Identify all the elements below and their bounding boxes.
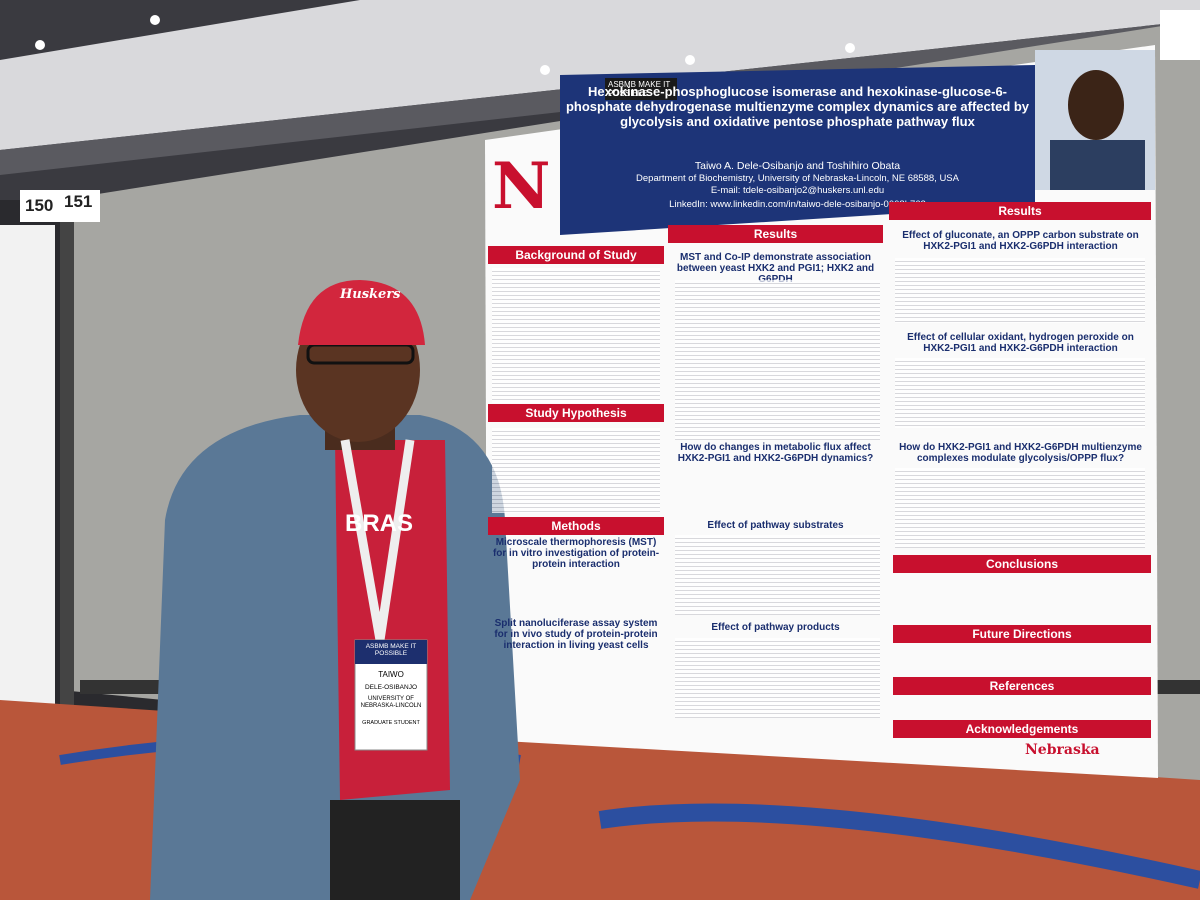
trousers: [330, 800, 460, 900]
shirt-text: BRAS: [345, 510, 414, 537]
light: [685, 55, 695, 65]
badge-role: GRADUATE STUDENT: [362, 720, 420, 726]
subheading: Effect of pathway products: [711, 622, 840, 633]
subheading: How do HXK2-PGI1 and HXK2-G6PDH multienz…: [899, 442, 1142, 464]
text-block: [492, 268, 660, 403]
badge-last-name: DELE-OSIBANJO: [364, 684, 417, 691]
author-face: [1068, 70, 1124, 140]
carpet-pattern: [598, 803, 1200, 889]
section-header: Conclusions: [893, 555, 1151, 573]
booth-number: 151: [64, 192, 93, 211]
email: E-mail: tdele-osibanjo2@huskers.unl.edu: [710, 185, 885, 196]
figure: [492, 428, 660, 513]
section-header: References: [893, 677, 1151, 695]
subheading: MST and Co-IP demonstrate association be…: [676, 252, 875, 285]
author-suit: [1050, 140, 1145, 190]
title-band: [560, 65, 1035, 235]
figure: [675, 535, 880, 615]
light: [540, 65, 550, 75]
footer-logo: Nebraska: [1025, 742, 1100, 758]
subheading: Microscale thermophoresis (MST) for in v…: [492, 537, 660, 570]
badge-organization: UNIVERSITY OF NEBRASKA-LINCOLN: [360, 696, 422, 709]
booth-sign: [1160, 10, 1200, 60]
poster-title: Hexokinase-phosphoglucose isomerase and …: [565, 84, 1030, 129]
section-header: Future Directions: [893, 625, 1151, 643]
light: [845, 43, 855, 53]
figure: [675, 280, 880, 440]
section-header: Methods: [488, 517, 664, 535]
subheading: How do changes in metabolic flux affect …: [677, 442, 874, 464]
banner-bg: [605, 78, 677, 100]
light: [35, 40, 45, 50]
booth-sign: [20, 190, 100, 222]
section-header: Study Hypothesis: [488, 404, 664, 422]
section-header: Background of Study: [488, 246, 664, 264]
cap-text: Huskers: [340, 287, 401, 302]
figure: [895, 358, 1145, 428]
section-header: Acknowledgements: [893, 720, 1151, 738]
figure: [895, 258, 1145, 323]
figure: [675, 638, 880, 718]
cap: [298, 280, 425, 345]
authors: Taiwo A. Dele-Osibanjo and Toshihiro Oba…: [694, 160, 901, 172]
figure: [895, 468, 1145, 548]
subheading: Split nanoluciferase assay system for in…: [494, 618, 658, 651]
section-header: Results: [668, 225, 883, 243]
linkedin: LinkedIn: www.linkedin.com/in/taiwo-dele…: [669, 199, 926, 210]
subheading: Effect of cellular oxidant, hydrogen per…: [907, 332, 1134, 354]
banner: ASBMB MAKE IT POSSIBLE: [608, 80, 671, 99]
subheading: Effect of pathway substrates: [707, 520, 844, 531]
affiliation: Department of Biochemistry, University o…: [636, 173, 959, 184]
logo: N: [492, 149, 551, 224]
badge-first-name: TAIWO: [378, 670, 404, 679]
badge-event: ASBMB MAKE IT POSSIBLE: [365, 643, 417, 658]
light: [150, 15, 160, 25]
booth-number: 150: [25, 196, 54, 215]
section-header: Results: [889, 202, 1151, 220]
badge-header: [355, 640, 427, 664]
subheading: Effect of gluconate, an OPPP carbon subs…: [902, 230, 1139, 252]
